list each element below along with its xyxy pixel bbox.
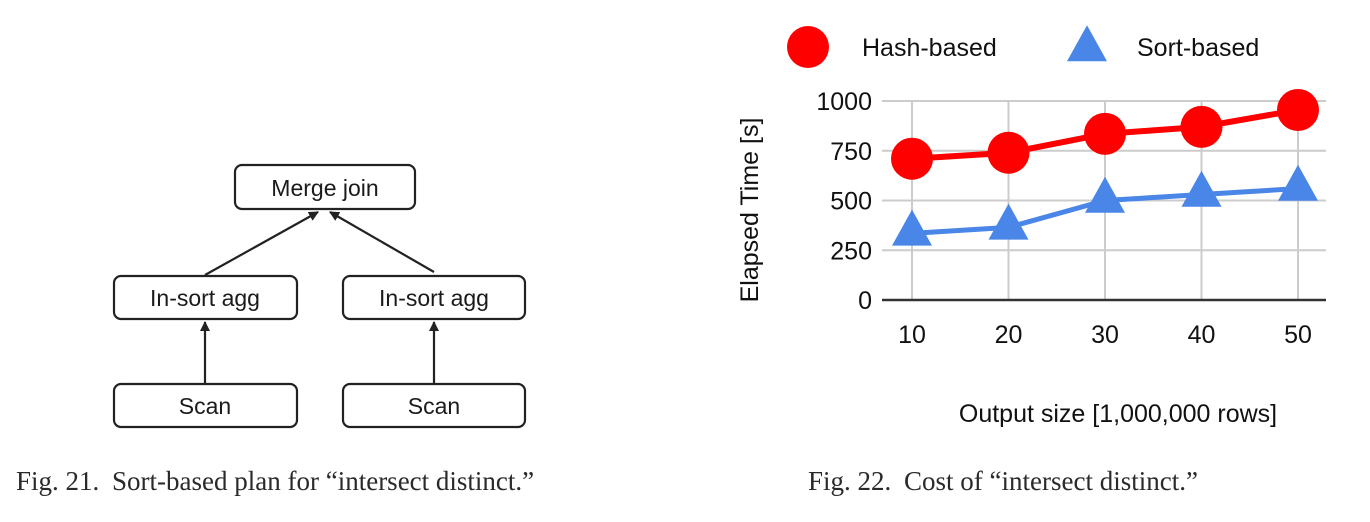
chart-axes: 0 250 500 750 1000 10 20 30 40 50 xyxy=(816,88,1326,349)
legend-marker-triangle xyxy=(1067,25,1107,62)
chart-y-axis-label: Elapsed Time [s] xyxy=(736,118,764,303)
edge-agg-right-to-merge-join xyxy=(329,211,435,273)
y-tick-label: 1000 xyxy=(816,88,872,116)
fig22-caption: Fig. 22. Cost of “intersect distinct.” xyxy=(808,466,1198,497)
x-tick-label: 50 xyxy=(1284,321,1312,349)
x-tick-label: 20 xyxy=(995,321,1023,349)
y-tick-label: 750 xyxy=(830,138,872,166)
series-sort-based xyxy=(892,164,1318,246)
fig21-caption-number: Fig. 21. xyxy=(16,466,100,496)
node-scan-left: Scan xyxy=(112,382,299,429)
fig22-caption-number: Fig. 22. xyxy=(808,466,892,496)
legend-label: Hash-based xyxy=(862,34,997,62)
chart-legend: Hash-based Sort-based xyxy=(787,25,1259,68)
data-point-circle xyxy=(1180,105,1223,148)
data-point-triangle xyxy=(1085,176,1125,213)
series-hash-based xyxy=(891,88,1319,180)
data-point-circle xyxy=(891,137,933,180)
node-scan-left-label: Scan xyxy=(179,393,231,419)
x-tick-label: 30 xyxy=(1091,321,1119,349)
fig22-line-chart: 0 250 500 750 1000 10 20 30 40 50 Hash-based Sort-… xyxy=(736,25,1326,428)
chart-series xyxy=(891,88,1319,246)
data-point-triangle xyxy=(892,209,932,246)
edge-agg-left-to-merge-join xyxy=(204,211,319,276)
fig21-plan-diagram: Merge join In-sort agg In-sort agg Scan … xyxy=(112,163,527,429)
node-agg-left-label: In-sort agg xyxy=(150,285,260,311)
node-agg-right-label: In-sort agg xyxy=(379,285,489,311)
node-merge-join-label: Merge join xyxy=(271,175,378,201)
x-tick-label: 10 xyxy=(898,321,926,349)
chart-x-axis-label: Output size [1,000,000 rows] xyxy=(959,400,1277,428)
legend-label: Sort-based xyxy=(1137,34,1259,62)
data-point-circle xyxy=(987,131,1030,174)
legend-item: Hash-based xyxy=(787,26,997,68)
data-point-triangle xyxy=(988,203,1029,240)
data-point-triangle xyxy=(1278,164,1318,201)
y-tick-label: 250 xyxy=(830,237,872,265)
legend-marker-circle xyxy=(787,26,829,68)
node-agg-left: In-sort agg xyxy=(112,274,299,321)
fig22-caption-text: Cost of “intersect distinct.” xyxy=(904,466,1198,496)
data-point-circle xyxy=(1084,112,1126,155)
node-scan-right-label: Scan xyxy=(408,393,460,419)
y-tick-label: 500 xyxy=(830,188,872,216)
y-tick-label: 0 xyxy=(858,287,872,315)
node-merge-join: Merge join xyxy=(233,163,417,211)
fig21-caption-text: Sort-based plan for “intersect distinct.… xyxy=(112,466,535,496)
x-tick-label: 40 xyxy=(1188,321,1216,349)
fig21-caption: Fig. 21. Sort-based plan for “intersect … xyxy=(16,466,534,497)
data-point-circle xyxy=(1277,88,1319,131)
data-point-triangle xyxy=(1181,170,1222,207)
legend-item: Sort-based xyxy=(1067,25,1259,62)
node-agg-right: In-sort agg xyxy=(341,274,527,321)
node-scan-right: Scan xyxy=(341,382,527,429)
